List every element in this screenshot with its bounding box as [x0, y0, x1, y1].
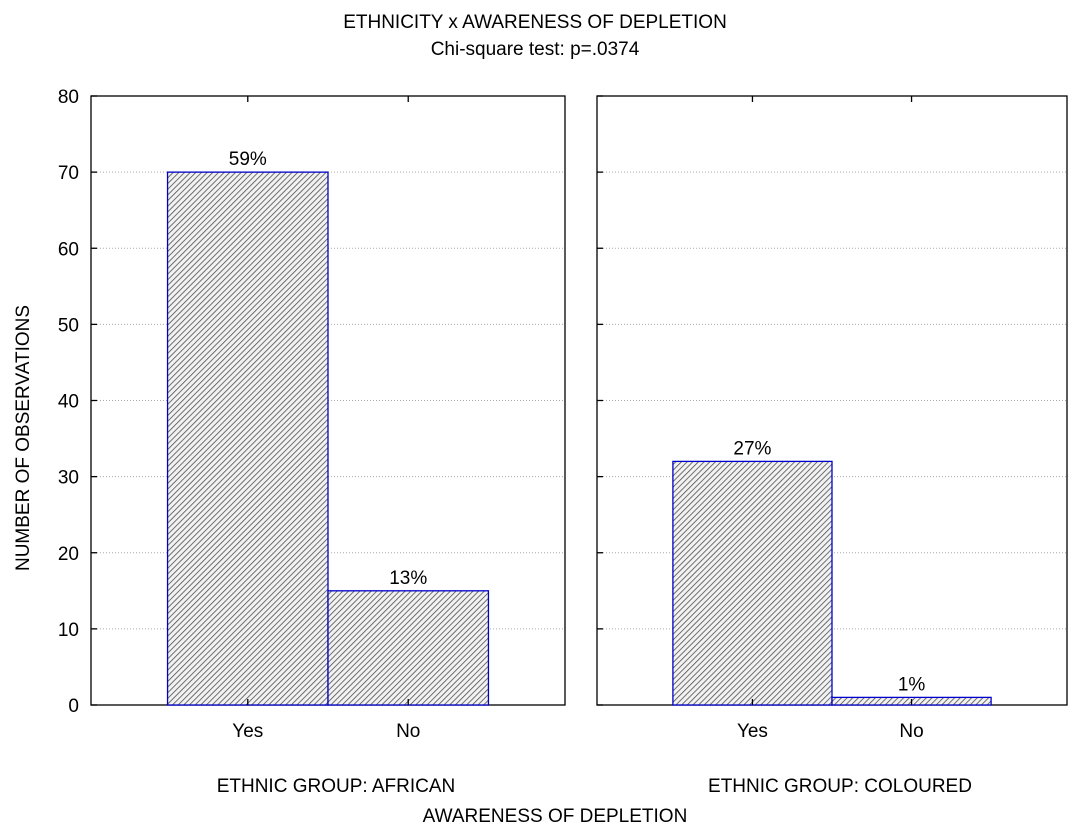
- x-tick-label: No: [396, 721, 420, 742]
- y-axis-label: NUMBER OF OBSERVATIONS: [13, 305, 34, 571]
- chart-title: ETHNICITY x AWARENESS OF DEPLETION: [343, 12, 727, 33]
- x-tick-label: Yes: [232, 721, 263, 742]
- y-tick-label: 10: [58, 620, 79, 641]
- y-tick-label: 80: [58, 87, 79, 108]
- bar: [166, 171, 329, 706]
- y-tick-label: 20: [58, 544, 79, 565]
- data-label: 27%: [733, 438, 771, 459]
- data-label: 1%: [898, 674, 926, 695]
- y-tick-label: 50: [58, 315, 79, 336]
- x-tick-label: Yes: [737, 721, 768, 742]
- data-label: 59%: [229, 149, 267, 170]
- bar: [672, 460, 833, 706]
- bar: [327, 590, 490, 706]
- y-tick-label: 70: [58, 163, 79, 184]
- data-label: 13%: [389, 568, 427, 589]
- y-tick-label: 30: [58, 468, 79, 489]
- y-tick-label: 40: [58, 392, 79, 413]
- y-tick-label: 60: [58, 239, 79, 260]
- x-axis-label: AWARENESS OF DEPLETION: [423, 806, 688, 827]
- x-tick-label: No: [899, 721, 923, 742]
- y-tick-label: 0: [68, 696, 79, 717]
- panel-label: ETHNIC GROUP: COLOURED: [708, 776, 972, 797]
- chart-subtitle: Chi-square test: p=.0374: [431, 39, 640, 60]
- panel-label: ETHNIC GROUP: AFRICAN: [217, 776, 456, 797]
